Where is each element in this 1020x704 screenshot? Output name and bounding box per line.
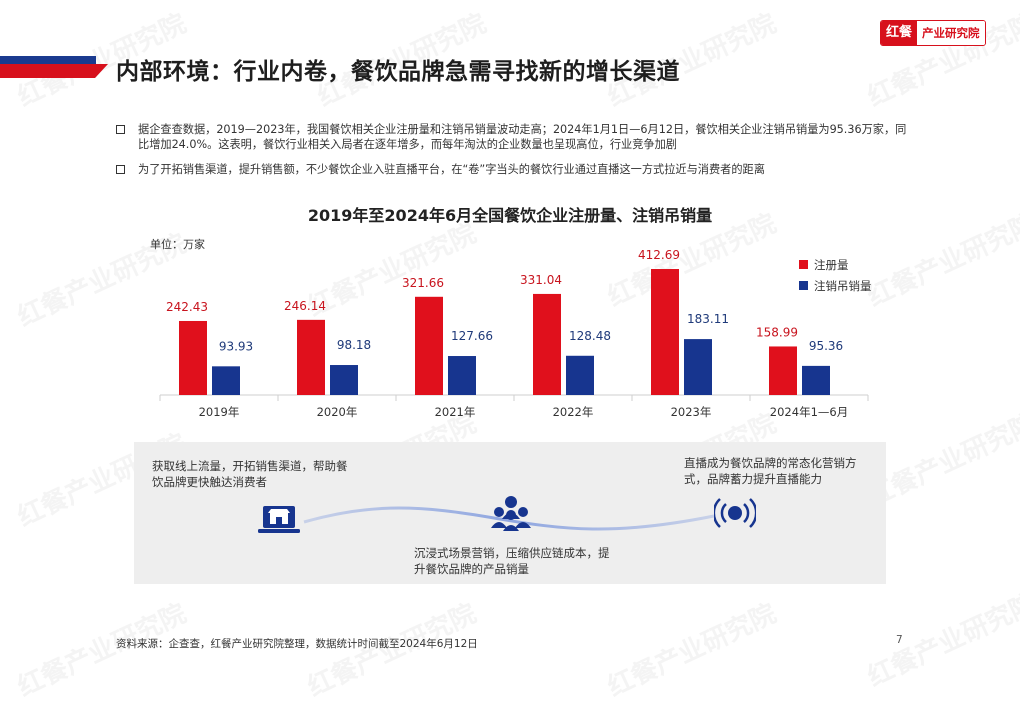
bullet-item: 为了开拓销售渠道，提升销售额，不少餐饮企业入驻直播平台，在“卷”字当头的餐饮行业… [116, 162, 916, 177]
data-label: 183.11 [687, 312, 729, 326]
brand-logo: 红餐 产业研究院 [880, 20, 986, 46]
source-note: 资料来源：企查查，红餐产业研究院整理，数据统计时间截至2024年6月12日 [116, 638, 478, 650]
x-tick-label: 2023年 [671, 405, 712, 419]
legend-label: 注册量 [814, 258, 849, 272]
data-label: 98.18 [337, 338, 371, 352]
x-tick-label: 2020年 [317, 405, 358, 419]
header-stripe-red [0, 64, 108, 78]
x-tick-label: 2022年 [553, 405, 594, 419]
bar-registration [533, 293, 561, 395]
bar-deregistration [448, 356, 476, 395]
bar-registration [651, 269, 679, 395]
bar-registration [415, 296, 443, 395]
header-stripe-blue [0, 56, 96, 64]
bar-deregistration [802, 365, 830, 395]
bullet-item: 据企查查数据，2019—2023年，我国餐饮相关企业注册量和注销吊销量波动走高；… [116, 122, 916, 152]
data-label: 95.36 [809, 339, 843, 353]
data-label: 158.99 [756, 325, 798, 339]
bullet-text: 据企查查数据，2019—2023年，我国餐饮相关企业注册量和注销吊销量波动走高；… [138, 123, 907, 151]
bullet-square-icon [116, 165, 125, 174]
chart-title: 2019年至2024年6月全国餐饮企业注册量、注销吊销量 [307, 206, 713, 225]
data-label: 128.48 [569, 329, 611, 343]
data-label: 93.93 [219, 339, 253, 353]
channel-text-2: 沉浸式场景营销，压缩供应链成本，提升餐饮品牌的产品销量 [414, 546, 610, 576]
shop-laptop-icon [258, 506, 300, 533]
x-tick-label: 2019年 [199, 405, 240, 419]
page-number: 7 [896, 634, 903, 646]
legend-label: 注销吊销量 [814, 279, 872, 293]
bar-registration [769, 346, 797, 395]
bar-deregistration [684, 339, 712, 395]
x-tick-label: 2024年1—6月 [770, 405, 848, 419]
bar-deregistration [330, 365, 358, 395]
legend-swatch [799, 281, 808, 290]
chart-unit-label: 单位：万家 [150, 238, 205, 251]
bar-deregistration [566, 355, 594, 395]
bar-deregistration [212, 366, 240, 395]
bar-registration [297, 319, 325, 395]
channel-text-1: 获取线上流量，开拓销售渠道，帮助餐饮品牌更快触达消费者 [152, 459, 348, 489]
watermark-text: 红餐产业研究院 [863, 588, 1020, 693]
data-label: 127.66 [451, 329, 493, 343]
page-title: 内部环境：行业内卷，餐饮品牌急需寻找新的增长渠道 [116, 59, 680, 85]
channel-text-3: 直播成为餐饮品牌的常态化营销方式，品牌蓄力提升直播能力 [684, 456, 857, 486]
live-broadcast-icon [714, 498, 756, 528]
people-group-icon [491, 496, 531, 531]
data-label: 246.14 [284, 299, 326, 313]
logo-mark: 红餐 [881, 21, 918, 45]
legend-swatch [799, 260, 808, 269]
data-label: 321.66 [402, 276, 444, 290]
bullet-text: 为了开拓销售渠道，提升销售额，不少餐饮企业入驻直播平台，在“卷”字当头的餐饮行业… [138, 163, 765, 176]
logo-text: 产业研究院 [917, 21, 985, 45]
bar-chart: 242.43 93.93 2019年 246.14 98.18 2020年 321.66 12… [159, 248, 872, 419]
data-label: 412.69 [638, 248, 680, 262]
x-tick-label: 2021年 [435, 405, 476, 419]
bullet-square-icon [116, 125, 125, 134]
data-label: 331.04 [520, 273, 562, 287]
bar-registration [179, 320, 207, 395]
watermark-text: 红餐产业研究院 [603, 598, 781, 703]
channel-connector [303, 506, 715, 531]
data-label: 242.43 [166, 300, 208, 314]
